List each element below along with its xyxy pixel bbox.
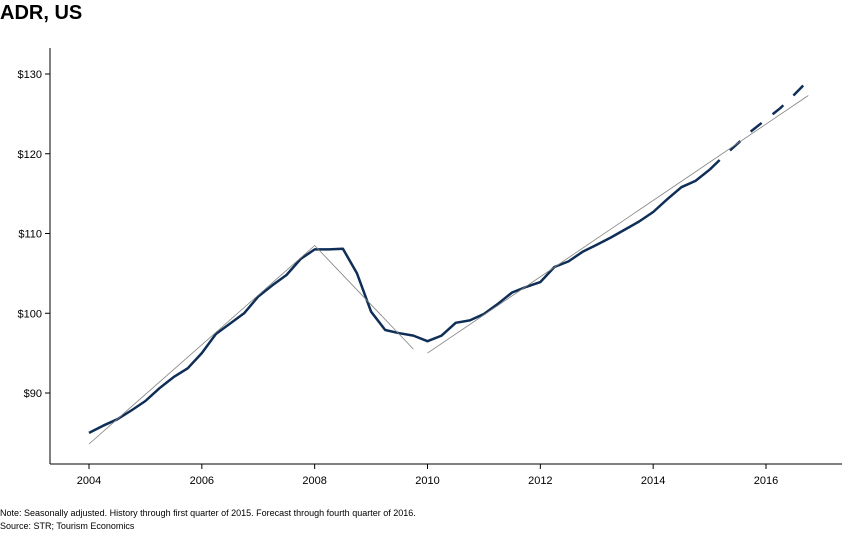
x-tick-label: 2008 <box>302 475 326 487</box>
x-tick-label: 2016 <box>754 475 778 487</box>
y-tick-label: $120 <box>18 149 42 161</box>
y-tick-label: $90 <box>24 388 42 400</box>
series-line-dashed-1 <box>708 79 810 171</box>
tick-labels: $90 $100 $110 $120 $130 2004 2006 2008 2010 2012 2… <box>18 69 779 487</box>
series-line-thin-2 <box>88 245 414 445</box>
y-tick-label: $130 <box>18 69 42 81</box>
x-tick-label: 2006 <box>190 475 214 487</box>
y-tick-label: $100 <box>18 308 42 320</box>
y-tick-label: $110 <box>18 229 42 241</box>
x-tick-label: 2004 <box>77 475 101 487</box>
footer-source: Source: STR; Tourism Economics <box>0 521 135 531</box>
axes <box>45 48 842 469</box>
x-tick-label: 2012 <box>528 475 552 487</box>
series-line-thin-3 <box>427 95 809 354</box>
series-line-solid-0 <box>88 168 711 435</box>
chart-title: ADR, US <box>0 2 83 24</box>
footer-note: Note: Seasonally adjusted. History throu… <box>0 508 416 518</box>
x-tick-label: 2014 <box>641 475 665 487</box>
x-tick-label: 2010 <box>415 475 439 487</box>
series-layer <box>88 79 810 445</box>
